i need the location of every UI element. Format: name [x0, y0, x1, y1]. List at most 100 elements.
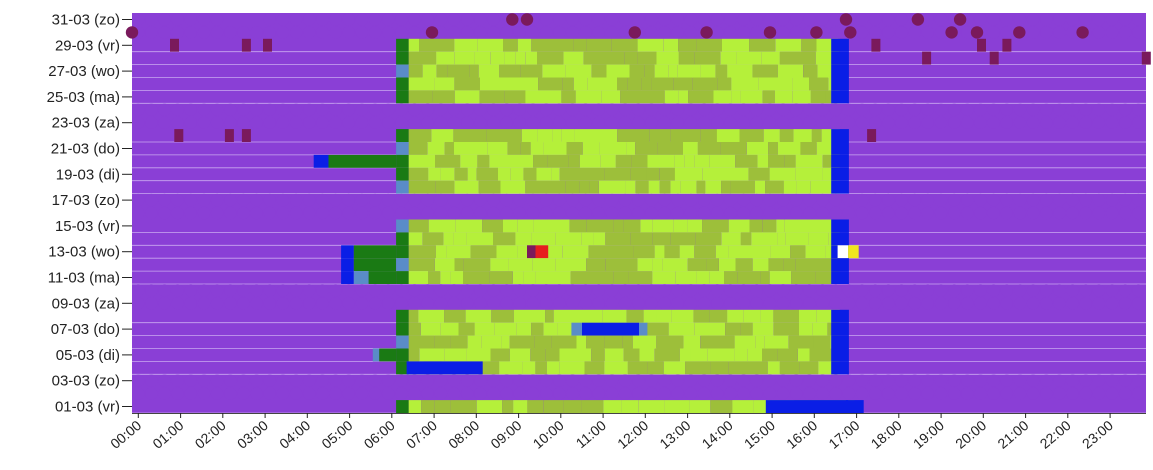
data-cell [674, 154, 685, 168]
data-cell [509, 335, 535, 349]
data-point [953, 13, 967, 26]
data-cell [517, 38, 532, 52]
data-point [526, 297, 540, 310]
data-point [618, 13, 632, 26]
data-cell [445, 38, 455, 52]
data-point [763, 103, 777, 117]
data-point [921, 193, 934, 207]
data-point [592, 103, 605, 117]
data-point [645, 26, 658, 39]
data-point [1053, 193, 1066, 207]
data-point [395, 387, 408, 400]
data-point [447, 116, 461, 129]
data-point [513, 26, 526, 39]
data-cell [696, 180, 706, 194]
data-cell [720, 142, 747, 155]
data-cell [553, 309, 580, 323]
data-cell [795, 167, 823, 181]
data-cell [603, 400, 622, 413]
data-cell [695, 232, 722, 246]
data-cell [406, 361, 483, 375]
data-cell [652, 271, 676, 284]
data-point [684, 206, 698, 220]
data-cell [531, 322, 544, 336]
data-point [1000, 284, 1013, 297]
data-cell [551, 167, 560, 181]
data-point [276, 26, 290, 39]
data-cell [396, 142, 409, 155]
data-cell [489, 271, 513, 284]
data-cell [455, 219, 483, 233]
data-point [132, 374, 145, 387]
data-point [1013, 103, 1027, 117]
data-point [1132, 13, 1145, 26]
data-point [1079, 103, 1093, 117]
data-point [921, 116, 934, 129]
data-point [276, 374, 290, 387]
data-point [592, 26, 605, 39]
data-point [526, 26, 540, 39]
y-tick-label: 15-03 (vr) [55, 218, 120, 235]
data-point [829, 284, 842, 297]
data-cell [639, 348, 655, 362]
data-point [145, 284, 158, 297]
data-point [605, 206, 619, 220]
data-point [303, 26, 316, 39]
data-point [1105, 103, 1119, 117]
data-point [553, 26, 566, 39]
chart-row [132, 232, 1146, 246]
data-point [1040, 26, 1053, 39]
data-cell [674, 258, 688, 272]
chart-row [132, 219, 1146, 233]
data-point [289, 193, 303, 207]
data-cell [737, 271, 761, 284]
data-point [316, 374, 329, 387]
data-point [540, 103, 553, 117]
data-cell [465, 129, 487, 142]
data-point [237, 387, 250, 400]
data-point [447, 284, 461, 297]
data-point [869, 387, 882, 400]
data-cell [721, 180, 731, 194]
data-cell [523, 271, 536, 284]
data-cell [477, 154, 490, 168]
data-cell [693, 309, 710, 323]
data-cell [570, 258, 587, 272]
data-point [934, 103, 948, 117]
data-point [1119, 387, 1132, 400]
data-point [803, 387, 816, 400]
data-cell [637, 51, 657, 65]
data-cell [353, 271, 369, 284]
data-cell [613, 219, 624, 233]
data-cell [604, 348, 624, 362]
data-point [658, 387, 671, 400]
data-point [632, 374, 645, 387]
data-cell [664, 245, 680, 259]
data-point [197, 193, 211, 207]
data-point [237, 206, 250, 220]
data-point [382, 103, 395, 117]
data-point [342, 206, 355, 220]
data-point [803, 13, 816, 26]
data-cell [637, 258, 653, 272]
data-cell [796, 180, 811, 194]
data-cell [368, 271, 397, 284]
data-point [289, 103, 303, 117]
data-point [839, 13, 853, 26]
data-point [987, 116, 1000, 129]
data-point [513, 116, 526, 129]
data-point [816, 387, 829, 400]
data-point [132, 13, 145, 26]
data-cell [656, 51, 679, 65]
data-cell [396, 51, 409, 65]
data-cell [428, 167, 441, 181]
data-point [447, 387, 461, 400]
data-point [1000, 297, 1013, 310]
data-cell [474, 322, 495, 336]
data-point [408, 297, 421, 310]
data-point [395, 103, 408, 117]
data-point [500, 103, 513, 117]
y-tick-label: 05-03 (di) [56, 347, 120, 364]
data-point [461, 13, 474, 26]
